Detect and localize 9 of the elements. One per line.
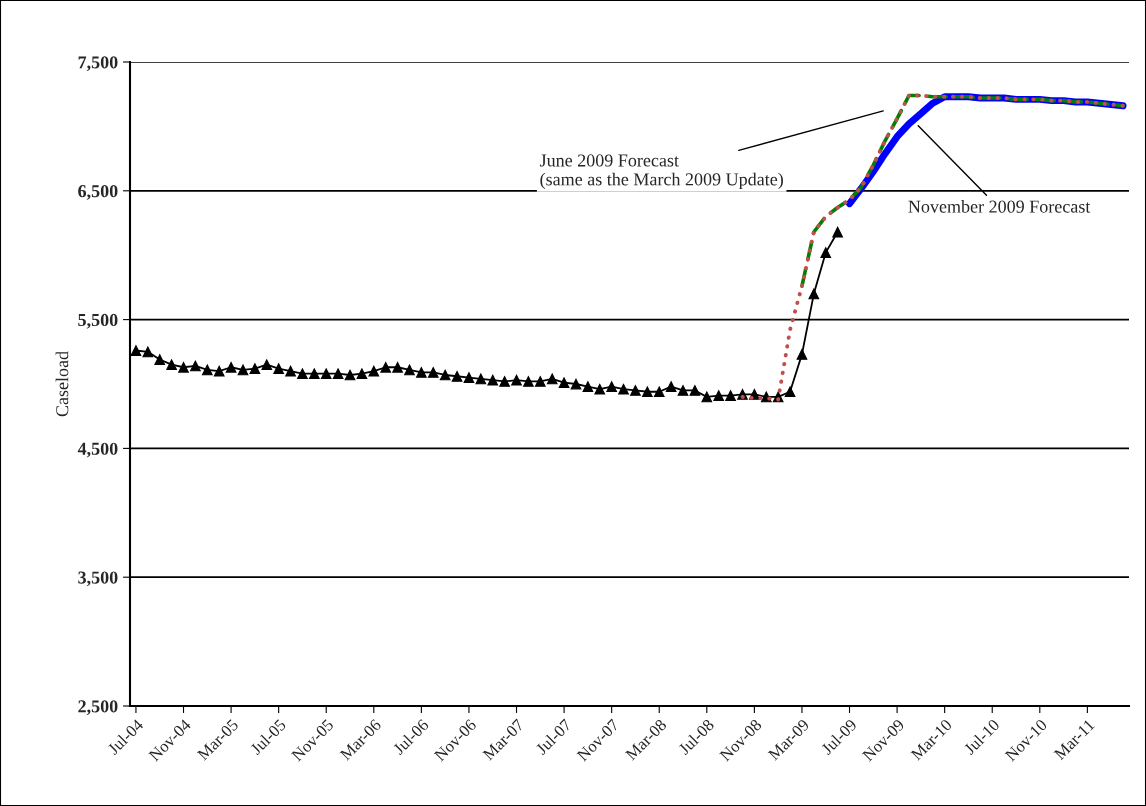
y-tick-label: 6,500: [78, 185, 118, 200]
annotation: June 2009 Forecast (same as the March 2009 Update): [539, 154, 783, 190]
y-tick-label: 3,500: [78, 571, 118, 587]
y-tick-label: 4,500: [77, 442, 118, 458]
y-axis-title: Caseload: [55, 351, 69, 417]
y-tick-label: 5,500: [78, 313, 118, 329]
annotation: November 2009 Forecast: [908, 200, 1091, 213]
y-tick-label: 7,500: [78, 56, 118, 72]
y-tick-label: 2,500: [78, 700, 118, 716]
